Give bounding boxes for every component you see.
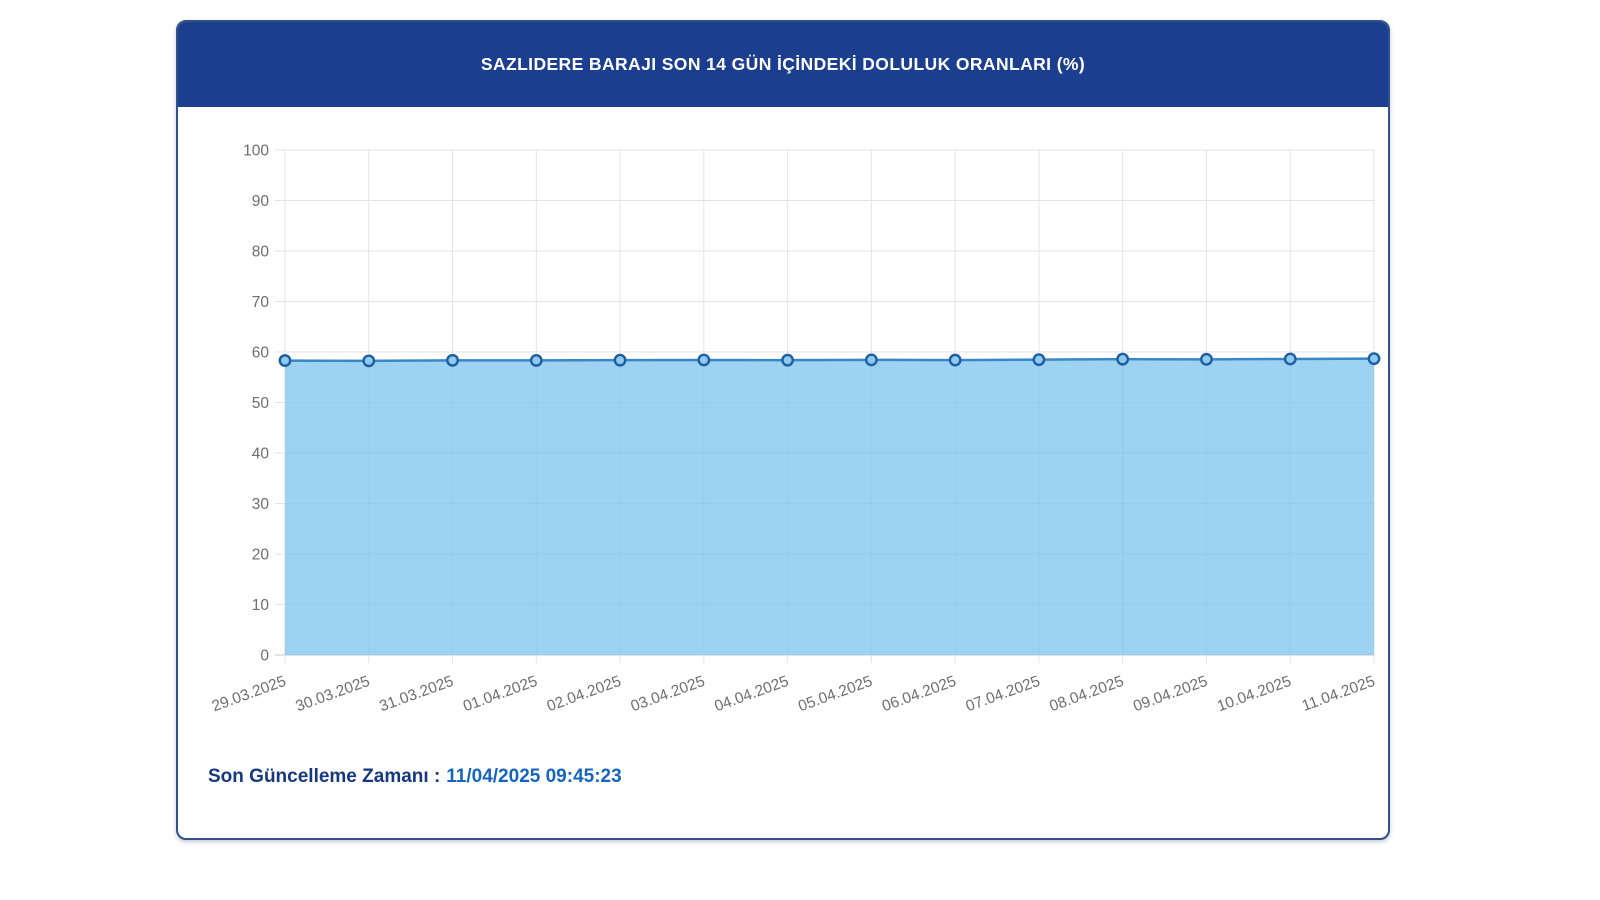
series-line	[284, 357, 1375, 363]
x-axis-tick-label: 11.04.2025	[1300, 673, 1378, 715]
chart-area: 0 10 20 30 40 50 60 70 80 90 100 29.03.2025 30.03.20…	[178, 107, 1388, 752]
y-axis-tick-label: 40	[252, 446, 270, 463]
x-axis-tick-label: 10.04.2025	[1215, 673, 1294, 716]
x-axis-tick-label: 06.04.2025	[880, 673, 959, 716]
y-axis-tick-label: 20	[252, 547, 270, 564]
data-point-marker[interactable]	[1283, 352, 1297, 366]
data-point-marker[interactable]	[362, 354, 376, 368]
area-fill	[285, 358, 1374, 655]
dam-fill-rate-card: SAZLIDERE BARAJI SON 14 GÜN İÇİNDEKİ DOL…	[176, 20, 1390, 840]
data-point-marker[interactable]	[613, 353, 627, 367]
data-point-marker[interactable]	[1200, 352, 1213, 366]
data-point-marker[interactable]	[1032, 353, 1046, 367]
y-axis-tick-label: 0	[260, 648, 269, 665]
data-point-marker[interactable]	[1116, 352, 1130, 366]
data-point-marker[interactable]	[529, 354, 543, 367]
y-axis-tick-label: 80	[252, 244, 270, 261]
last-update-row: Son Güncelleme Zamanı :11/04/2025 09:45:…	[208, 766, 1388, 788]
x-axis-tick-label: 09.04.2025	[1131, 673, 1210, 716]
last-update-label: Son Güncelleme Zamanı :	[208, 766, 441, 787]
y-axis-tick-label: 10	[252, 597, 270, 614]
chart-title: SAZLIDERE BARAJI SON 14 GÜN İÇİNDEKİ DOL…	[480, 54, 1086, 74]
y-axis-tick-label: 30	[252, 496, 270, 513]
data-point-marker[interactable]	[446, 353, 459, 367]
x-axis-tick-label: 02.04.2025	[545, 673, 624, 716]
x-axis-tick-label: 31.03.2025	[377, 673, 456, 716]
y-axis-tick-label: 60	[252, 345, 270, 362]
y-axis-tick-label: 90	[252, 193, 270, 210]
data-point-marker[interactable]	[1367, 352, 1381, 366]
x-axis-tick-label: 30.03.2025	[293, 673, 372, 716]
x-axis-tick-label: 04.04.2025	[712, 673, 791, 716]
data-point-marker[interactable]	[864, 353, 878, 367]
y-axis-tick-label: 70	[252, 294, 270, 311]
chart-title-bar: SAZLIDERE BARAJI SON 14 GÜN İÇİNDEKİ DOL…	[178, 22, 1388, 107]
y-axis-tick-label: 100	[243, 143, 269, 160]
data-point-marker[interactable]	[948, 353, 962, 367]
y-axis-tick-label: 50	[252, 395, 270, 412]
data-point-marker[interactable]	[278, 354, 292, 367]
x-axis-tick-label: 01.04.2025	[461, 673, 540, 716]
fill-rate-line-chart[interactable]: 0 10 20 30 40 50 60 70 80 90 100 29.03.2025 30.03.20…	[178, 107, 1388, 752]
data-point-marker[interactable]	[781, 353, 795, 367]
x-axis-tick-label: 29.03.2025	[210, 673, 289, 716]
x-axis-tick-label: 05.04.2025	[796, 673, 875, 716]
last-update-value: 11/04/2025 09:45:23	[446, 766, 622, 787]
data-point-marker[interactable]	[697, 353, 711, 367]
x-axis-tick-label: 07.04.2025	[964, 673, 1043, 716]
x-axis-tick-label: 03.04.2025	[629, 673, 708, 716]
x-axis-tick-label: 08.04.2025	[1047, 673, 1126, 716]
